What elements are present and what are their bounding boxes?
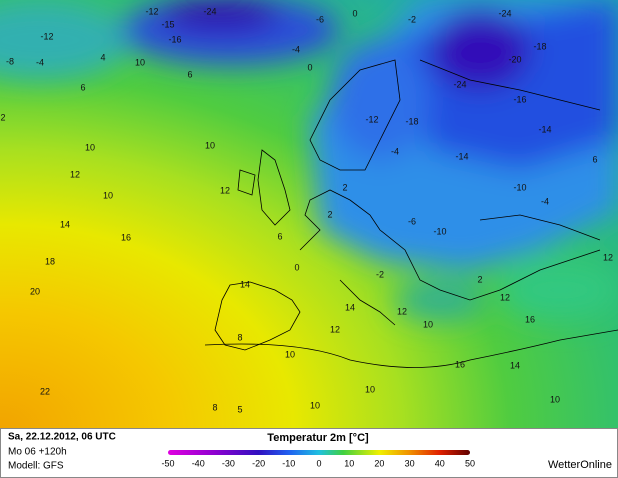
scale-ticks: -50 -40 -30 -20 -10 0 10 20 30 40 50 [161,458,475,468]
isotherm-label: 12 [70,169,80,179]
isotherm-label: -4 [36,57,44,67]
scale-tick-label: 20 [374,458,384,468]
isotherm-label: -15 [161,19,174,29]
isotherm-label: -6 [408,216,416,226]
isotherm-label: 2 [477,274,482,284]
scale-tick-label: 50 [465,458,475,468]
isotherm-label: -2 [408,14,416,24]
isotherm-label: 0 [294,262,299,272]
scale-tick-label: 10 [344,458,354,468]
isotherm-label: 14 [240,279,250,289]
isotherm-label: 10 [103,190,113,200]
isotherm-label: 18 [45,256,55,266]
isotherm-label: 12 [330,324,340,334]
isotherm-label: -2 [376,269,384,279]
isotherm-label: -10 [513,182,526,192]
brand: WetterOnline [548,459,612,471]
isotherm-label: 2 [0,112,5,122]
isotherm-label: 10 [365,384,375,394]
isotherm-label: 8 [237,332,242,342]
isotherm-label: -12 [365,114,378,124]
isotherm-label: 14 [60,219,70,229]
isotherm-label: -10 [433,226,446,236]
isotherm-label: -12 [40,31,53,41]
isotherm-label: -16 [168,34,181,44]
isotherm-label: -4 [541,196,549,206]
isotherm-label: 6 [277,231,282,241]
isotherm-label: -18 [405,116,418,126]
isotherm-label: 6 [80,82,85,92]
isotherm-label: 5 [237,404,242,414]
isotherm-label: 2 [327,209,332,219]
isotherm-label: -16 [513,94,526,104]
isotherm-label: 10 [310,400,320,410]
isotherm-label: 12 [220,185,230,195]
color-scale [168,450,470,455]
isotherm-label: 14 [345,302,355,312]
scale-tick-label: -20 [252,458,265,468]
scale-tick-label: -10 [282,458,295,468]
isotherm-label: 6 [592,154,597,164]
date: Sa, 22.12.2012, 06 UTC [8,432,116,443]
isotherm-label: 4 [100,52,105,62]
isotherm-label: -14 [455,151,468,161]
isotherm-label: -24 [203,6,216,16]
scale-tick-label: -30 [222,458,235,468]
isotherm-label: 12 [500,292,510,302]
isotherm-label: 10 [423,319,433,329]
scale-tick-label: 40 [435,458,445,468]
isotherm-label: 0 [352,8,357,18]
isotherm-label: -24 [453,79,466,89]
isotherm-label: 20 [30,286,40,296]
legend-title: Temperatur 2m [°C] [267,432,369,444]
isotherm-label: -6 [316,14,324,24]
isotherm-label: 8 [212,402,217,412]
isotherm-label: -14 [538,124,551,134]
scale-tick-label: -50 [161,458,174,468]
isotherm-label: -4 [292,44,300,54]
isotherm-label: 16 [455,359,465,369]
scale-tick-label: 0 [316,458,321,468]
run: Mo 06 +120h [8,447,67,458]
isotherm-label: 10 [85,142,95,152]
isotherm-label: 22 [40,386,50,396]
coastlines [204,59,618,368]
scale-tick-label: 30 [405,458,415,468]
isotherm-label: 10 [550,394,560,404]
isotherm-label: 2 [342,182,347,192]
isotherm-label: -4 [391,146,399,156]
isotherm-label: 10 [205,140,215,150]
isotherm-label: 10 [285,349,295,359]
isotherm-label: 10 [135,57,145,67]
isotherm-label: -12 [145,6,158,16]
isotherm-label: 6 [187,69,192,79]
isotherm-label: 14 [510,360,520,370]
isotherm-label: -20 [508,54,521,64]
isotherm-label: -24 [498,8,511,18]
isotherm-label: 0 [307,62,312,72]
isotherm-label: -18 [533,41,546,51]
scale-tick-label: -40 [192,458,205,468]
isotherm-label: 16 [525,314,535,324]
model: Modell: GFS [8,461,64,472]
isotherm-label: 12 [397,306,407,316]
isotherm-label: 16 [121,232,131,242]
isotherm-label: -8 [6,56,14,66]
isotherm-label: 12 [603,252,613,262]
